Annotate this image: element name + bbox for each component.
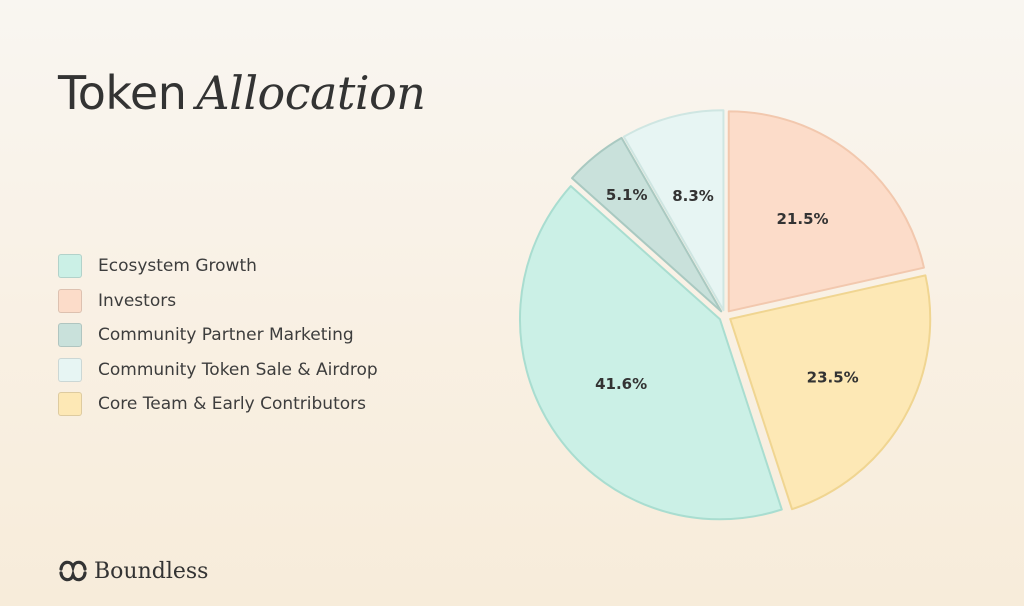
legend-swatch: [58, 323, 82, 348]
title-word-allocation: Allocation: [196, 66, 426, 120]
pie-slice: [571, 136, 723, 313]
legend-item: Community Partner Marketing: [58, 318, 378, 353]
legend-swatch: [58, 392, 82, 417]
legend-item: Community Token Sale & Airdrop: [58, 353, 378, 388]
pie-slice: [727, 110, 925, 313]
slice-value-label: 8.3%: [672, 187, 714, 205]
legend-swatch: [58, 288, 82, 313]
legend-label: Community Partner Marketing: [98, 325, 354, 346]
legend-item: Ecosystem Growth: [58, 249, 378, 284]
legend-item: Core Team & Early Contributors: [58, 387, 378, 422]
legend-label: Investors: [98, 290, 177, 311]
slice-value-label: 23.5%: [807, 368, 859, 386]
slice-value-label: 5.1%: [606, 186, 648, 204]
pie-slice: [519, 185, 783, 521]
legend-label: Core Team & Early Contributors: [98, 394, 366, 415]
legend-swatch: [58, 357, 82, 382]
legend-label: Community Token Sale & Airdrop: [98, 359, 378, 380]
legend: Ecosystem Growth Investors Community Partn…: [58, 249, 378, 422]
legend-label: Ecosystem Growth: [98, 256, 257, 277]
title-word-token: Token: [58, 66, 187, 120]
brand: Boundless: [58, 556, 208, 586]
chart-title: Token Allocation: [58, 66, 426, 120]
boundless-logo-icon: [59, 560, 87, 582]
legend-item: Investors: [58, 284, 378, 319]
pie-slice: [622, 109, 725, 312]
slice-value-label: 21.5%: [777, 210, 829, 228]
pie-slice: [729, 274, 932, 511]
brand-name: Boundless: [94, 558, 209, 584]
legend-swatch: [58, 254, 82, 279]
slice-value-label: 41.6%: [595, 375, 647, 393]
